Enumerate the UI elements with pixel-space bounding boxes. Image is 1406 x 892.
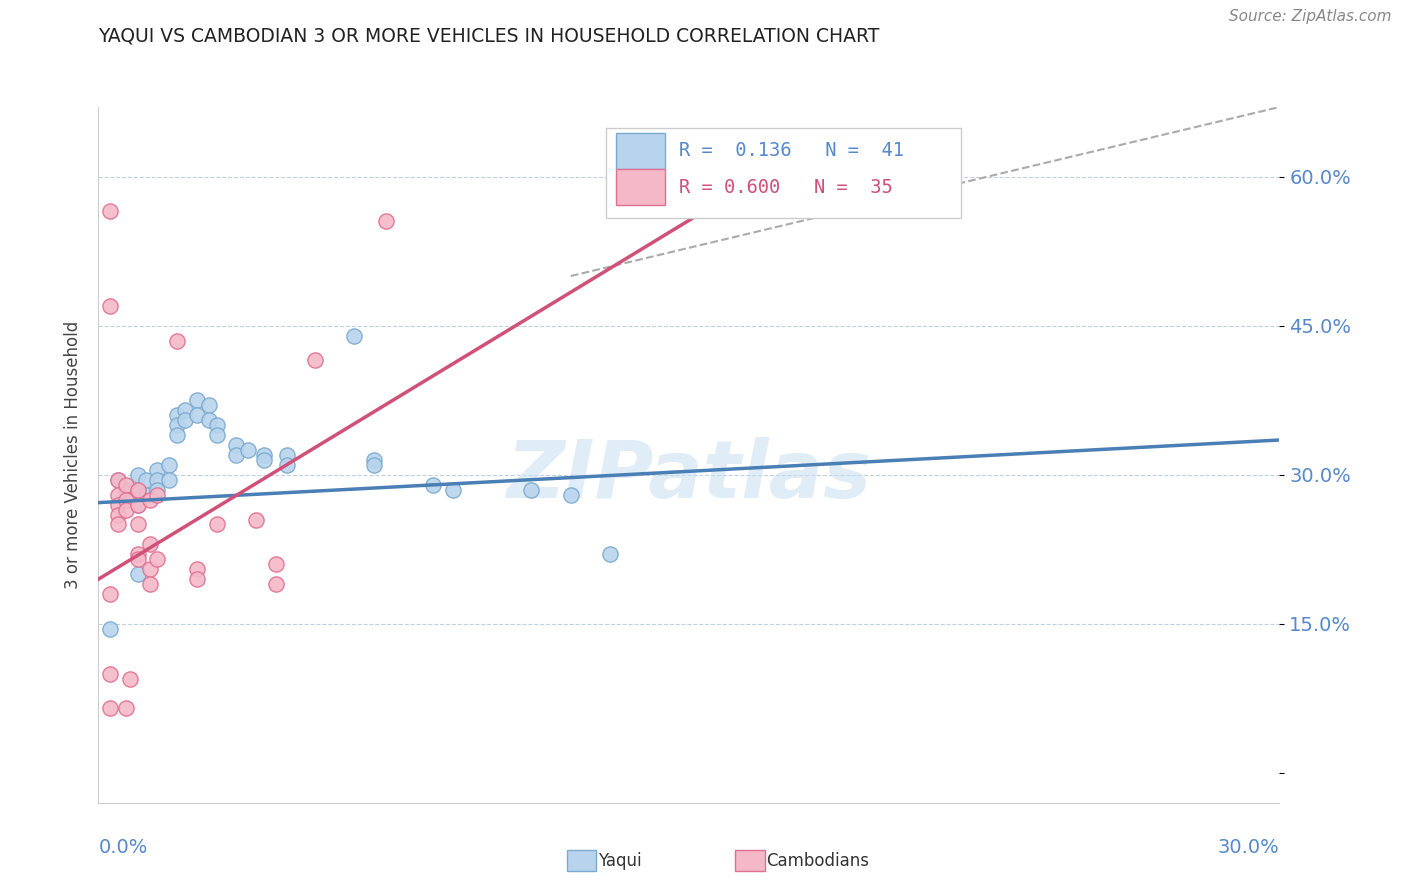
Point (146, 483, 169, 497)
Point (186, 562, 208, 576)
Point (127, 552, 149, 566)
Point (127, 467, 149, 482)
Point (205, 428, 228, 442)
Point (166, 418, 188, 433)
Point (225, 448, 247, 462)
Point (118, 492, 141, 507)
Point (264, 558, 287, 572)
Point (166, 428, 188, 442)
Text: Cambodians: Cambodians (766, 852, 869, 870)
Point (138, 562, 160, 576)
Point (343, 328, 366, 343)
Point (98, 701, 121, 715)
Point (127, 483, 149, 497)
Point (225, 438, 247, 452)
Y-axis label: 3 or more Vehicles in Household: 3 or more Vehicles in Household (63, 321, 82, 589)
Point (127, 498, 149, 512)
Point (115, 492, 138, 507)
Point (135, 488, 157, 502)
Point (304, 353, 326, 368)
Point (115, 502, 138, 516)
Point (253, 453, 276, 467)
Point (174, 403, 197, 417)
Point (236, 442, 259, 457)
Point (245, 512, 267, 526)
Point (107, 488, 129, 502)
Point (520, 483, 543, 497)
Point (560, 488, 582, 502)
Point (441, 483, 464, 497)
Point (363, 458, 385, 472)
Point (98, 204, 121, 219)
Point (253, 448, 276, 462)
Point (107, 473, 129, 487)
Point (599, 547, 621, 561)
Point (135, 473, 157, 487)
Point (276, 448, 298, 462)
Point (422, 477, 444, 491)
Point (107, 517, 129, 532)
Point (374, 214, 396, 228)
Point (157, 473, 180, 487)
Point (157, 458, 180, 472)
Point (127, 483, 149, 497)
Point (127, 498, 149, 512)
Point (118, 672, 141, 686)
Point (107, 498, 129, 512)
Point (146, 473, 169, 487)
Point (186, 572, 208, 586)
Point (197, 398, 219, 412)
Point (98, 622, 121, 636)
Text: ZIPatlas: ZIPatlas (506, 437, 872, 515)
FancyBboxPatch shape (616, 133, 665, 169)
Point (115, 483, 138, 497)
Point (186, 393, 208, 408)
Point (146, 552, 169, 566)
FancyBboxPatch shape (616, 169, 665, 205)
Point (146, 463, 169, 477)
Point (115, 477, 138, 491)
Point (186, 408, 208, 422)
Text: Source: ZipAtlas.com: Source: ZipAtlas.com (1229, 9, 1392, 24)
Point (138, 537, 160, 551)
Point (127, 547, 149, 561)
Point (166, 334, 188, 348)
Point (127, 517, 149, 532)
Text: 0.0%: 0.0% (98, 838, 148, 857)
Point (107, 473, 129, 487)
Point (174, 413, 197, 427)
Point (363, 453, 385, 467)
Text: YAQUI VS CAMBODIAN 3 OR MORE VEHICLES IN HOUSEHOLD CORRELATION CHART: YAQUI VS CAMBODIAN 3 OR MORE VEHICLES IN… (98, 27, 880, 45)
Text: Yaqui: Yaqui (598, 852, 641, 870)
Point (98, 299, 121, 313)
Point (98, 666, 121, 681)
Point (205, 418, 228, 433)
Point (264, 577, 287, 591)
Point (205, 517, 228, 532)
FancyBboxPatch shape (606, 128, 960, 219)
Point (138, 492, 160, 507)
Point (276, 458, 298, 472)
Text: 30.0%: 30.0% (1218, 838, 1279, 857)
Point (115, 701, 138, 715)
Point (138, 577, 160, 591)
Point (98, 587, 121, 601)
Text: R = 0.600   N =  35: R = 0.600 N = 35 (679, 178, 893, 196)
Text: R =  0.136   N =  41: R = 0.136 N = 41 (679, 141, 904, 161)
Point (166, 408, 188, 422)
Point (127, 567, 149, 582)
Point (107, 508, 129, 522)
Point (146, 488, 169, 502)
Point (197, 413, 219, 427)
